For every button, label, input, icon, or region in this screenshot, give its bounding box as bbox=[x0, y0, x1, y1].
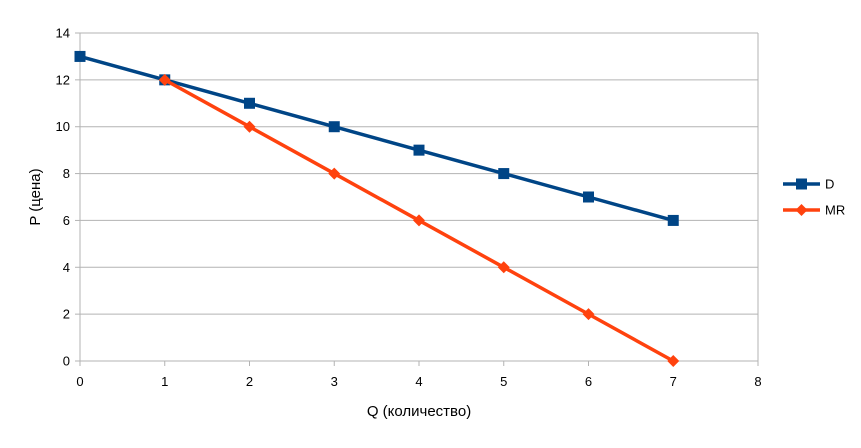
x-tick-label-7: 7 bbox=[670, 374, 677, 389]
y-tick-label-6: 12 bbox=[56, 72, 70, 87]
y-tick-label-7: 14 bbox=[56, 26, 70, 41]
series-line-d bbox=[79, 54, 674, 223]
data-point-d-4 bbox=[413, 144, 425, 156]
x-tick-label-6: 6 bbox=[585, 374, 592, 389]
data-point-d-5 bbox=[498, 168, 510, 180]
y-tick-label-3: 6 bbox=[63, 213, 70, 228]
x-tick-label-0: 0 bbox=[76, 374, 83, 389]
y-axis-title: P (цена) bbox=[27, 168, 44, 225]
y-tick-label-4: 8 bbox=[63, 166, 70, 181]
legend-marker-d bbox=[796, 178, 807, 190]
grid-lines bbox=[80, 32, 759, 362]
y-tick-label-1: 2 bbox=[63, 307, 70, 322]
data-point-d-6 bbox=[583, 191, 594, 203]
data-point-mr-3 bbox=[413, 214, 425, 227]
series-layer bbox=[74, 50, 680, 367]
y-tick-label-0: 0 bbox=[63, 354, 70, 369]
data-point-mr-5 bbox=[582, 308, 595, 321]
data-point-d-3 bbox=[328, 121, 340, 133]
x-tick-label-4: 4 bbox=[415, 374, 422, 389]
data-point-mr-0 bbox=[158, 73, 171, 86]
x-tick-label-8: 8 bbox=[754, 374, 761, 389]
legend-label-mr: MR bbox=[825, 203, 845, 218]
x-tick-label-3: 3 bbox=[331, 374, 338, 389]
data-point-d-7 bbox=[667, 214, 679, 226]
axes bbox=[75, 32, 759, 366]
y-tick-label-2: 4 bbox=[63, 260, 70, 275]
legend: D MR bbox=[783, 177, 845, 218]
x-tick-labels: 0 1 2 3 4 5 6 7 8 bbox=[76, 374, 761, 389]
x-tick-label-2: 2 bbox=[246, 374, 253, 389]
legend-label-d: D bbox=[825, 177, 834, 192]
data-point-mr-1 bbox=[243, 120, 256, 133]
y-tick-label-5: 10 bbox=[56, 119, 70, 134]
y-tick-labels: 0 2 4 6 8 10 12 14 bbox=[56, 26, 70, 369]
data-point-mr-4 bbox=[497, 261, 510, 274]
data-point-mr-6 bbox=[667, 355, 680, 367]
x-axis-title: Q (количество) bbox=[367, 403, 471, 420]
data-point-d-2 bbox=[244, 97, 255, 109]
legend-marker-mr bbox=[795, 204, 808, 216]
x-tick-label-5: 5 bbox=[500, 374, 507, 389]
data-point-mr-2 bbox=[328, 167, 341, 180]
x-tick-label-1: 1 bbox=[161, 374, 168, 389]
data-point-d-0 bbox=[74, 50, 86, 62]
